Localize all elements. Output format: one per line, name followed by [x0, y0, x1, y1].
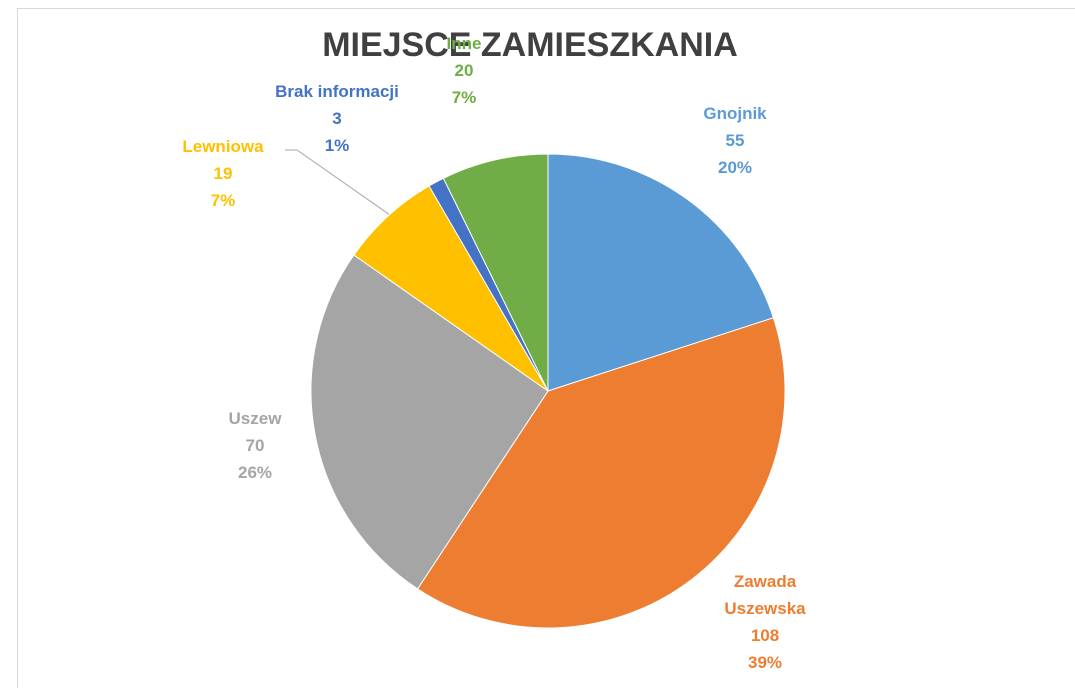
- label-value: 19: [213, 164, 233, 183]
- label-percent: 39%: [747, 653, 783, 672]
- data-label: Gnojnik 55 20%: [685, 100, 785, 181]
- label-name: Zawada Uszewska: [724, 572, 806, 618]
- chart-title: MIEJSCE ZAMIESZKANIA: [322, 26, 738, 64]
- label-value: 108: [750, 626, 780, 645]
- label-value: 3: [332, 109, 342, 128]
- label-name: Lewniowa: [182, 137, 264, 156]
- chart-border: [17, 8, 1075, 688]
- pie-slice: [353, 185, 549, 392]
- label-percent: 1%: [324, 136, 350, 155]
- pie-slice: [416, 317, 786, 629]
- label-value: 70: [245, 436, 265, 455]
- label-percent: 7%: [451, 88, 477, 107]
- label-value: 55: [725, 131, 745, 150]
- data-label: Lewniowa 19 7%: [173, 133, 273, 214]
- label-name: Inne: [446, 34, 482, 53]
- label-name: Brak informacji: [275, 82, 399, 101]
- label-percent: 20%: [717, 158, 753, 177]
- pie-slice: [442, 153, 549, 392]
- data-label: Brak informacji 3 1%: [247, 78, 427, 159]
- label-value: 20: [454, 61, 474, 80]
- label-percent: 26%: [237, 463, 273, 482]
- label-percent: 7%: [210, 191, 236, 210]
- leader-line: [285, 149, 391, 216]
- label-name: Uszew: [228, 409, 282, 428]
- pie-slice: [310, 254, 549, 590]
- data-label: Zawada Uszewska 108 39%: [700, 568, 830, 676]
- data-label: Uszew 70 26%: [205, 405, 305, 486]
- data-label: Inne 20 7%: [414, 30, 514, 111]
- pie-slice: [547, 153, 775, 392]
- label-name: Gnojnik: [703, 104, 767, 123]
